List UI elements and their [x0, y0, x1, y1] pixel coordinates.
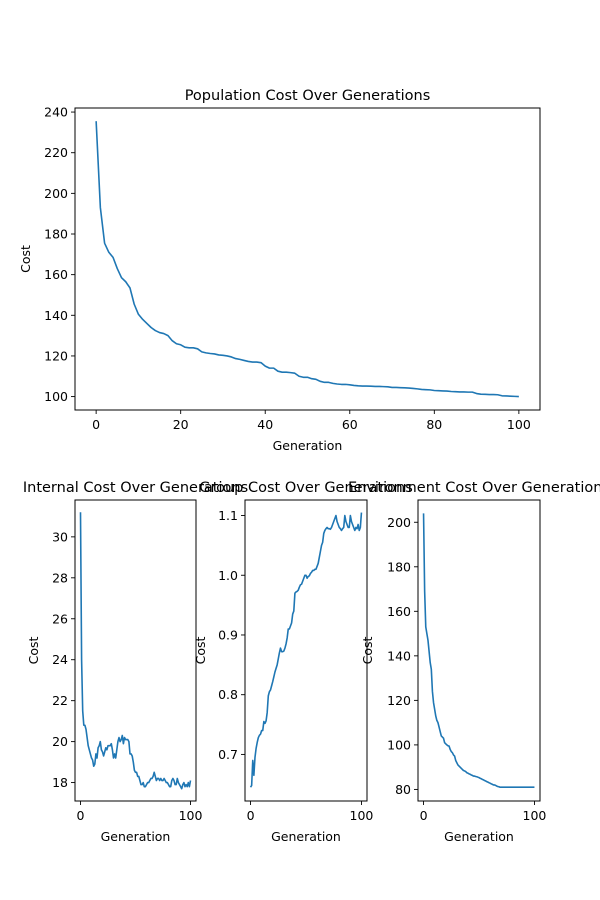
y-tick-label: 120: [387, 693, 411, 708]
y-tick-label: 140: [387, 648, 411, 663]
y-axis-label: Cost: [18, 245, 33, 273]
x-axis-label: Generation: [271, 829, 341, 844]
y-tick-label: 100: [44, 389, 68, 404]
x-axis-label: Generation: [444, 829, 514, 844]
y-tick-label: 1.1: [218, 508, 238, 523]
plot-frame: [244, 499, 368, 802]
plot-frame: [74, 499, 197, 802]
chart-title: Internal Cost Over Generations: [23, 480, 248, 496]
y-tick-label: 160: [387, 604, 411, 619]
x-tick-label: 0: [77, 808, 85, 823]
y-tick-label: 180: [387, 559, 411, 574]
x-axis-label: Generation: [273, 438, 343, 453]
y-tick-label: 26: [52, 611, 68, 626]
x-tick-label: 60: [342, 417, 358, 432]
x-tick-label: 80: [426, 417, 442, 432]
y-tick-label: 1.0: [218, 568, 238, 583]
x-tick-label: 20: [173, 417, 189, 432]
subplot-3: 0 100 0.7 0.8 0.9 1.0 1.1 Group Cost Over Gener…: [193, 480, 413, 844]
subplot-1: 0 20 40 60 80 100 100 120 140 160 180 200 220 240 Popu…: [18, 88, 541, 453]
y-tick-label: 100: [387, 737, 411, 752]
y-tick-label: 200: [387, 515, 411, 530]
y-tick-label: 200: [44, 186, 68, 201]
series-line: [249, 512, 363, 788]
y-tick-label: 0.8: [218, 687, 238, 702]
x-tick-label: 100: [507, 417, 531, 432]
x-tick-label: 0: [92, 417, 100, 432]
y-axis-label: Cost: [26, 637, 41, 665]
y-tick-label: 160: [44, 267, 68, 282]
x-tick-label: 0: [247, 808, 255, 823]
y-tick-label: 30: [52, 529, 68, 544]
y-tick-label: 0.9: [218, 627, 238, 642]
y-tick-label: 80: [395, 782, 411, 797]
chart-title: Population Cost Over Generations: [185, 88, 431, 104]
x-tick-label: 0: [420, 808, 428, 823]
y-axis-label: Cost: [193, 637, 208, 665]
chart-title: Environment Cost Over Generations: [348, 480, 600, 496]
subplot-4: 0 100 80 100 120 140 160 180 200 Environment Cost…: [348, 480, 600, 844]
y-tick-label: 140: [44, 308, 68, 323]
series-line: [79, 512, 192, 790]
chart-title: Group Cost Over Generations: [199, 480, 413, 496]
y-tick-label: 18: [52, 775, 68, 790]
subplot-2: 0 100 18 20 22 24 26 28 30 Internal Cost Over Gen…: [23, 480, 248, 844]
y-tick-label: 120: [44, 348, 68, 363]
y-tick-label: 22: [52, 693, 68, 708]
plot-frame: [74, 107, 541, 411]
plot-frame: [417, 499, 541, 802]
y-tick-label: 180: [44, 227, 68, 242]
x-tick-label: 100: [523, 808, 547, 823]
y-tick-label: 28: [52, 570, 68, 585]
x-axis-label: Generation: [101, 829, 171, 844]
series-line: [95, 121, 519, 398]
x-tick-label: 100: [179, 808, 203, 823]
x-tick-label: 40: [257, 417, 273, 432]
series-line: [422, 513, 535, 788]
x-tick-label: 100: [350, 808, 374, 823]
y-tick-label: 24: [52, 652, 68, 667]
y-tick-label: 0.7: [218, 747, 238, 762]
y-axis-label: Cost: [360, 637, 375, 665]
y-tick-label: 220: [44, 145, 68, 160]
y-tick-label: 240: [44, 105, 68, 120]
y-tick-label: 20: [52, 734, 68, 749]
